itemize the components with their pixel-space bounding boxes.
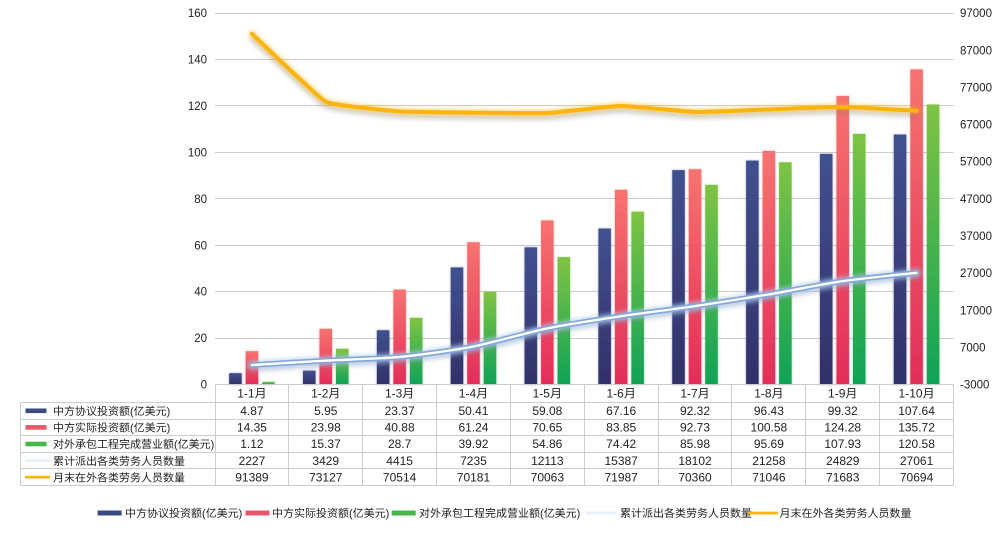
svg-text:60: 60: [194, 240, 207, 252]
svg-text:对外承包工程完成营业额(亿美元): 对外承包工程完成营业额(亿美元): [53, 438, 214, 451]
svg-text:28.7: 28.7: [388, 437, 412, 451]
svg-text:中方协议投资额(亿美元): 中方协议投资额(亿美元): [125, 507, 242, 520]
svg-text:3429: 3429: [312, 454, 339, 468]
svg-text:107.93: 107.93: [824, 437, 861, 451]
svg-text:70694: 70694: [900, 470, 934, 484]
svg-text:107.64: 107.64: [898, 404, 935, 418]
svg-text:1-9月: 1-9月: [828, 387, 857, 401]
svg-text:1-5月: 1-5月: [533, 387, 562, 401]
svg-text:1-1月: 1-1月: [237, 387, 266, 401]
svg-text:7235: 7235: [460, 454, 487, 468]
svg-text:67.16: 67.16: [606, 404, 636, 418]
svg-text:39.92: 39.92: [458, 437, 488, 451]
svg-text:70.65: 70.65: [532, 421, 562, 435]
svg-text:120.58: 120.58: [898, 437, 935, 451]
svg-text:124.28: 124.28: [824, 421, 861, 435]
svg-text:5.95: 5.95: [314, 404, 338, 418]
svg-text:累计派出各类劳务人员数量: 累计派出各类劳务人员数量: [53, 455, 185, 468]
svg-text:23.37: 23.37: [385, 404, 415, 418]
svg-text:80: 80: [194, 194, 207, 206]
svg-text:中方实际投资额(亿美元): 中方实际投资额(亿美元): [272, 507, 389, 520]
svg-text:73127: 73127: [309, 470, 343, 484]
svg-text:1-4月: 1-4月: [459, 387, 488, 401]
svg-text:中方协议投资额(亿美元): 中方协议投资额(亿美元): [53, 405, 170, 418]
svg-text:27061: 27061: [900, 454, 934, 468]
svg-text:-3000: -3000: [960, 380, 989, 392]
svg-text:50.41: 50.41: [458, 404, 488, 418]
svg-text:月末在外各类劳务人员数量: 月末在外各类劳务人员数量: [780, 507, 912, 520]
svg-text:40.88: 40.88: [385, 421, 415, 435]
svg-text:100.58: 100.58: [751, 421, 788, 435]
svg-text:4.87: 4.87: [240, 404, 264, 418]
svg-text:4415: 4415: [386, 454, 413, 468]
svg-text:1-8月: 1-8月: [754, 387, 783, 401]
svg-text:87000: 87000: [960, 45, 992, 57]
svg-text:2227: 2227: [239, 454, 266, 468]
svg-text:27000: 27000: [960, 268, 992, 280]
svg-text:77000: 77000: [960, 82, 992, 94]
svg-text:1.12: 1.12: [240, 437, 264, 451]
svg-text:140: 140: [188, 55, 207, 67]
svg-text:70514: 70514: [383, 470, 417, 484]
svg-text:17000: 17000: [960, 305, 992, 317]
svg-text:74.42: 74.42: [606, 437, 636, 451]
svg-text:83.85: 83.85: [606, 421, 636, 435]
svg-text:96.43: 96.43: [754, 404, 784, 418]
svg-text:1-3月: 1-3月: [385, 387, 414, 401]
svg-text:70360: 70360: [678, 470, 712, 484]
svg-text:15.37: 15.37: [311, 437, 341, 451]
svg-text:40: 40: [194, 287, 207, 299]
svg-text:70063: 70063: [531, 470, 565, 484]
svg-text:92.73: 92.73: [680, 421, 710, 435]
svg-text:中方实际投资额(亿美元): 中方实际投资额(亿美元): [53, 422, 170, 435]
svg-text:95.69: 95.69: [754, 437, 784, 451]
svg-text:累计派出各类劳务人员数量: 累计派出各类劳务人员数量: [620, 507, 752, 520]
svg-text:54.86: 54.86: [532, 437, 562, 451]
svg-text:70181: 70181: [457, 470, 491, 484]
svg-text:91389: 91389: [235, 470, 269, 484]
svg-text:0: 0: [201, 380, 207, 392]
svg-text:100: 100: [188, 147, 207, 159]
svg-text:85.98: 85.98: [680, 437, 710, 451]
svg-text:71987: 71987: [604, 470, 638, 484]
svg-text:57000: 57000: [960, 157, 992, 169]
svg-text:月末在外各类劳务人员数量: 月末在外各类劳务人员数量: [53, 471, 185, 484]
svg-text:7000: 7000: [960, 342, 986, 354]
svg-text:59.08: 59.08: [532, 404, 562, 418]
svg-text:15387: 15387: [604, 454, 638, 468]
svg-text:61.24: 61.24: [458, 421, 488, 435]
svg-text:18102: 18102: [678, 454, 712, 468]
svg-text:24829: 24829: [826, 454, 860, 468]
svg-text:1-7月: 1-7月: [680, 387, 709, 401]
svg-text:1-6月: 1-6月: [606, 387, 635, 401]
svg-text:21258: 21258: [752, 454, 786, 468]
svg-text:71046: 71046: [752, 470, 786, 484]
svg-text:47000: 47000: [960, 194, 992, 206]
svg-text:99.32: 99.32: [828, 404, 858, 418]
svg-text:120: 120: [188, 101, 207, 113]
svg-text:160: 160: [188, 8, 207, 20]
svg-text:37000: 37000: [960, 231, 992, 243]
svg-text:对外承包工程完成营业额(亿美元): 对外承包工程完成营业额(亿美元): [419, 507, 580, 520]
svg-text:1-2月: 1-2月: [311, 387, 340, 401]
svg-text:71683: 71683: [826, 470, 860, 484]
svg-text:12113: 12113: [531, 454, 564, 468]
svg-text:92.32: 92.32: [680, 404, 710, 418]
svg-text:20: 20: [194, 333, 207, 345]
svg-text:67000: 67000: [960, 120, 992, 132]
svg-text:97000: 97000: [960, 8, 992, 20]
svg-text:135.72: 135.72: [898, 421, 935, 435]
svg-text:23.98: 23.98: [311, 421, 341, 435]
svg-text:1-10月: 1-10月: [899, 387, 935, 401]
svg-text:14.35: 14.35: [237, 421, 267, 435]
